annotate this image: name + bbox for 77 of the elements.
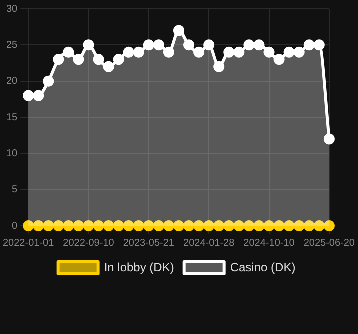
y-tick-label: 20 [6, 76, 18, 88]
point [73, 54, 84, 66]
point [113, 54, 124, 66]
point [314, 40, 325, 51]
x-tick-label: 2023-05-21 [123, 238, 175, 249]
point [174, 25, 184, 36]
point [23, 220, 34, 232]
point [184, 220, 195, 232]
point [113, 220, 124, 232]
point [103, 61, 114, 72]
point [194, 220, 205, 232]
y-tick-label: 10 [6, 148, 18, 160]
point [123, 46, 134, 58]
point [284, 46, 295, 58]
point [93, 54, 104, 66]
point [324, 220, 335, 232]
point [83, 220, 94, 232]
legend-label: In lobby (DK) [104, 260, 174, 274]
point [153, 220, 164, 232]
point [194, 46, 205, 58]
y-tick-label: 5 [12, 184, 18, 196]
point [274, 54, 285, 66]
point [133, 220, 144, 232]
point [143, 40, 154, 51]
point [204, 40, 215, 51]
point [204, 220, 215, 232]
x-tick-label: 2024-10-10 [244, 238, 296, 249]
point [33, 90, 44, 102]
point [174, 220, 184, 232]
y-tick-label: 30 [6, 4, 18, 15]
point [304, 220, 315, 232]
point [73, 220, 84, 232]
point [284, 220, 295, 232]
point [133, 46, 144, 58]
point [163, 46, 174, 58]
point [224, 220, 235, 232]
point [314, 220, 325, 232]
point [214, 61, 225, 72]
y-tick-label: 0 [12, 220, 18, 232]
point [234, 46, 245, 58]
point [53, 220, 64, 232]
point [214, 220, 225, 232]
point [294, 46, 305, 58]
y-tick-label: 15 [6, 112, 18, 124]
point [143, 220, 154, 232]
point [123, 220, 134, 232]
point [23, 90, 34, 102]
point [103, 220, 114, 232]
point [254, 40, 265, 51]
legend-label: Casino (DK) [230, 260, 296, 274]
point [163, 220, 174, 232]
point [83, 40, 94, 51]
point [234, 220, 245, 232]
point [93, 220, 104, 232]
point [244, 40, 255, 51]
point [254, 220, 265, 232]
point [63, 46, 74, 58]
point [184, 40, 195, 51]
point [324, 134, 335, 145]
point [294, 220, 305, 232]
point [264, 220, 275, 232]
y-tick-label: 25 [6, 40, 18, 51]
x-tick-label: 2022-09-10 [63, 238, 115, 249]
point [264, 46, 275, 58]
x-tick-label: 2022-01-01 [3, 238, 55, 249]
point [244, 220, 255, 232]
x-tick-label: 2025-06-20 [304, 238, 356, 249]
point [33, 220, 44, 232]
point [43, 220, 54, 232]
point [53, 54, 64, 66]
x-tick-label: 2024-01-28 [184, 238, 236, 249]
point [274, 220, 285, 232]
point [153, 40, 164, 51]
point [224, 46, 235, 58]
point [304, 40, 315, 51]
point [63, 220, 74, 232]
point [43, 76, 54, 87]
